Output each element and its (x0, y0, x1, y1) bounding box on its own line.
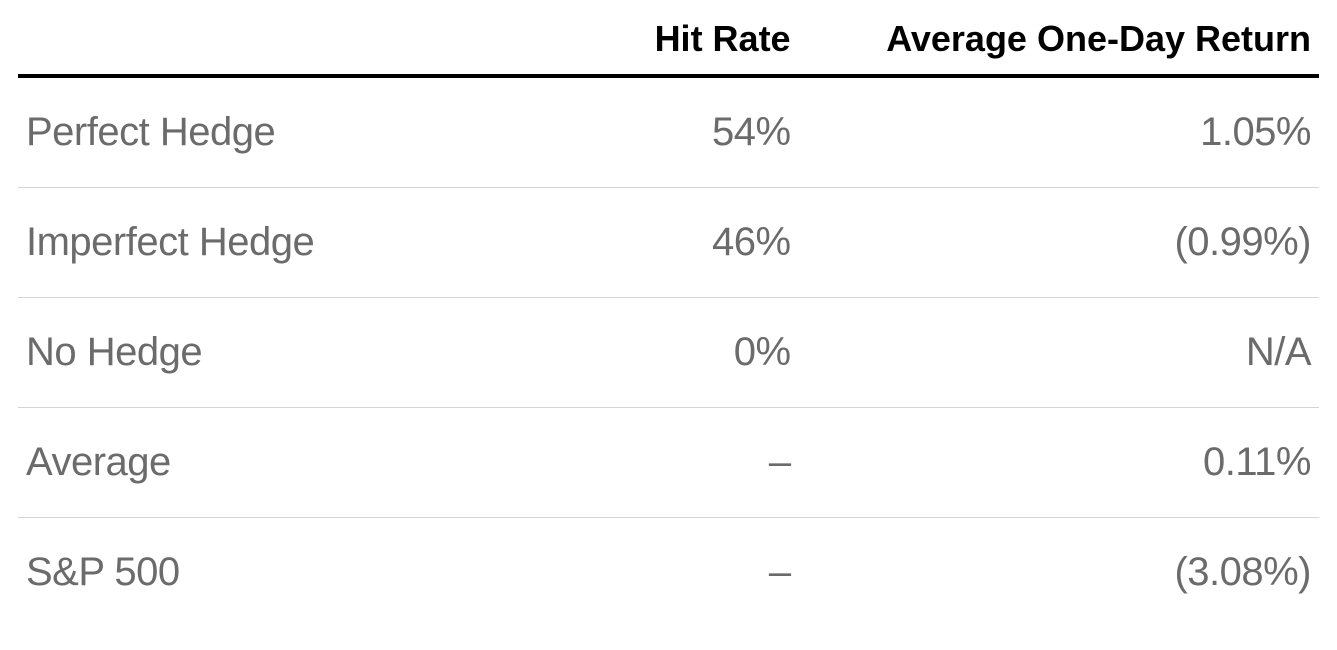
table-row: S&P 500 – (3.08%) (18, 518, 1319, 628)
row-hitrate: 46% (486, 188, 798, 298)
row-return: (0.99%) (799, 188, 1319, 298)
table-header-row: Hit Rate Average One-Day Return (18, 10, 1319, 76)
row-return: (3.08%) (799, 518, 1319, 628)
table-row: No Hedge 0% N/A (18, 298, 1319, 408)
row-label: No Hedge (18, 298, 486, 408)
row-hitrate: 54% (486, 76, 798, 188)
table-row: Average – 0.11% (18, 408, 1319, 518)
hedge-performance-table: Hit Rate Average One-Day Return Perfect … (18, 10, 1319, 627)
row-return: 1.05% (799, 76, 1319, 188)
column-header-hitrate: Hit Rate (486, 10, 798, 76)
row-label: S&P 500 (18, 518, 486, 628)
table-row: Imperfect Hedge 46% (0.99%) (18, 188, 1319, 298)
row-label: Perfect Hedge (18, 76, 486, 188)
row-hitrate: – (486, 408, 798, 518)
row-hitrate: – (486, 518, 798, 628)
row-return: 0.11% (799, 408, 1319, 518)
table-row: Perfect Hedge 54% 1.05% (18, 76, 1319, 188)
row-label: Average (18, 408, 486, 518)
row-hitrate: 0% (486, 298, 798, 408)
row-return: N/A (799, 298, 1319, 408)
row-label: Imperfect Hedge (18, 188, 486, 298)
column-header-blank (18, 10, 486, 76)
column-header-return: Average One-Day Return (799, 10, 1319, 76)
